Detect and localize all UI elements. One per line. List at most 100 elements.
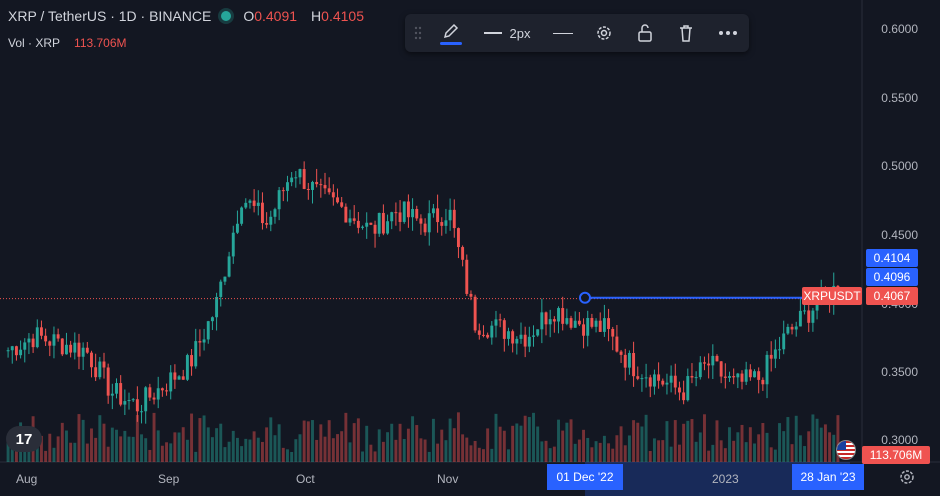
volume-bar <box>394 439 398 462</box>
volume-label[interactable]: Vol · XRP <box>8 36 61 50</box>
flag-icon[interactable] <box>836 440 856 460</box>
volume-bar <box>127 436 131 462</box>
candle-body <box>244 202 248 208</box>
line-width-button[interactable]: 2px <box>471 14 543 52</box>
time-axis[interactable]: Aug Sep Oct Nov 2023 01 Dec '22 28 Jan '… <box>0 462 940 496</box>
gear-icon[interactable] <box>583 14 625 52</box>
candle-body <box>815 304 819 311</box>
price-label: 0.6000 <box>881 22 918 36</box>
candle-body <box>181 376 185 380</box>
time-label: Aug <box>16 472 38 486</box>
candle-body <box>648 377 652 387</box>
candle-body <box>598 320 602 332</box>
candle-body <box>298 169 302 178</box>
volume-bar <box>540 441 544 462</box>
volume-bar <box>336 434 339 462</box>
candle-body <box>394 212 398 214</box>
candle-body <box>269 216 273 225</box>
price-axis[interactable]: 0.6000 0.5500 0.5000 0.4500 0.4000 0.350… <box>862 0 940 462</box>
candle-body <box>106 367 110 396</box>
volume-bar <box>260 441 264 462</box>
volume-bar <box>723 448 727 462</box>
candle-body <box>615 336 619 352</box>
volume-legend: Vol · XRP 113.706M <box>8 36 127 50</box>
volume-bar <box>202 415 206 462</box>
volume-bar <box>90 428 93 462</box>
candle-body <box>682 392 686 401</box>
line-style-icon[interactable] <box>543 14 583 52</box>
volume-bar <box>765 432 769 462</box>
volume-bar <box>748 427 752 462</box>
volume-bar <box>306 421 310 462</box>
candle-body <box>135 399 139 412</box>
volume-bar <box>648 451 652 462</box>
candle-body <box>319 184 323 186</box>
candle-body <box>436 208 440 223</box>
selection-end-label: 28 Jan '23 <box>792 464 864 490</box>
more-icon[interactable] <box>707 14 749 52</box>
unlock-icon[interactable] <box>625 14 665 52</box>
volume-bar <box>703 414 706 462</box>
volume-bar <box>81 419 85 462</box>
line-anchor-handle[interactable] <box>579 291 591 304</box>
volume-bar <box>185 439 189 462</box>
candle-body <box>611 328 615 337</box>
volume-bar <box>423 439 427 462</box>
volume-bar <box>619 426 623 462</box>
volume-bar <box>552 446 556 462</box>
volume-bar <box>152 412 156 462</box>
volume-bar <box>181 427 185 462</box>
volume-bar <box>177 432 181 462</box>
candle-body <box>173 372 177 380</box>
volume-bar <box>657 440 661 462</box>
tradingview-logo[interactable]: 17 <box>6 426 42 452</box>
candle-body <box>265 223 269 225</box>
symbol-title[interactable]: XRP / TetherUS · 1D · BINANCE <box>8 8 212 24</box>
candle-body <box>215 296 219 318</box>
candle-body <box>498 319 502 321</box>
candle-body <box>665 382 669 385</box>
candle-body <box>369 222 373 225</box>
volume-bar <box>490 448 494 462</box>
volume-bar <box>611 448 615 462</box>
candle-body <box>636 376 640 379</box>
volume-bar <box>123 430 127 462</box>
volume-bar <box>527 417 531 462</box>
candle-body <box>782 333 786 350</box>
volume-bar <box>761 422 765 462</box>
volume-bar <box>548 448 552 462</box>
candle-body <box>248 200 252 203</box>
candle-body <box>365 222 369 227</box>
candle-body <box>536 329 540 336</box>
candle-body <box>14 346 18 356</box>
candle-body <box>286 182 289 191</box>
gear-icon[interactable] <box>898 468 916 486</box>
volume-bar <box>661 440 665 462</box>
volume-bar <box>565 422 569 462</box>
volume-bar <box>102 423 106 462</box>
candle-body <box>803 310 807 312</box>
drag-handle-icon[interactable] <box>405 14 431 52</box>
candle-body <box>627 352 631 368</box>
volume-bar <box>319 424 323 462</box>
pencil-icon[interactable] <box>431 14 471 52</box>
candle-body <box>765 354 769 385</box>
candle-body <box>640 378 644 380</box>
candle-body <box>169 372 173 392</box>
volume-bar <box>294 439 298 462</box>
volume-bar <box>477 447 481 462</box>
candle-body <box>260 202 264 224</box>
volume-bar <box>169 443 173 462</box>
candle-body <box>323 185 327 189</box>
volume-bar <box>807 431 811 462</box>
volume-bar <box>131 436 135 462</box>
volume-bar <box>106 446 110 462</box>
candle-body <box>381 212 385 234</box>
candle-body <box>669 375 673 383</box>
trash-icon[interactable] <box>665 14 707 52</box>
candle-body <box>552 319 556 322</box>
candle-body <box>102 361 106 368</box>
candle-body <box>490 325 494 338</box>
volume-bar <box>790 444 794 462</box>
